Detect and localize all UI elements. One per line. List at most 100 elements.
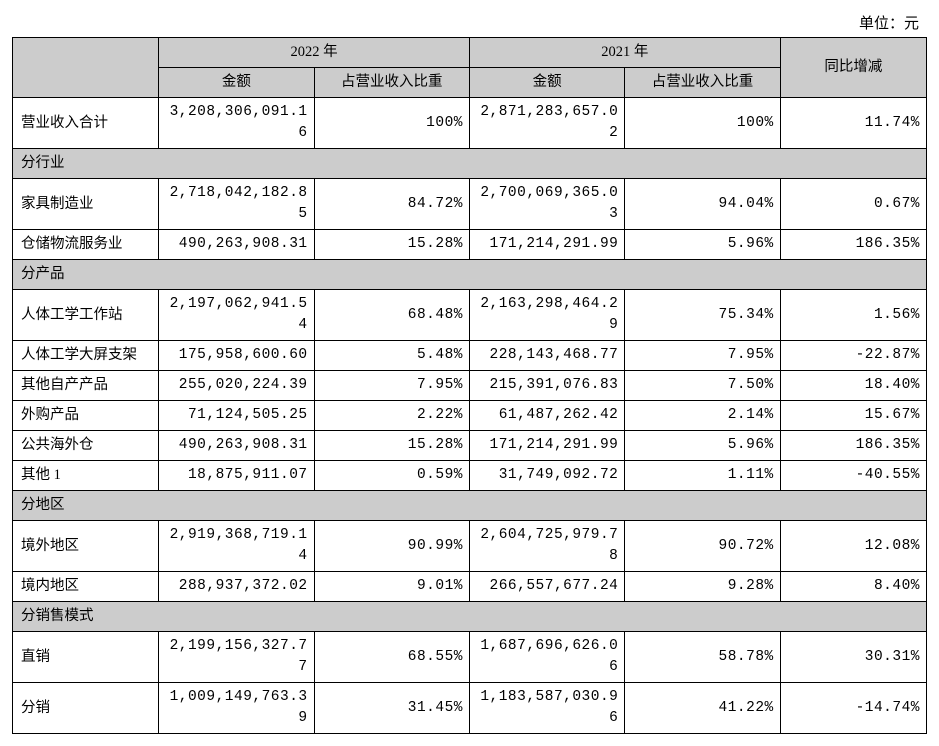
- section-header-row: 分销售模式: [13, 602, 927, 632]
- row-label: 境外地区: [13, 521, 159, 572]
- row-pct-2021: 58.78%: [625, 632, 780, 683]
- row-amt-2022: 18,875,911.07: [159, 461, 314, 491]
- table-row: 境内地区288,937,372.029.01%266,557,677.249.2…: [13, 572, 927, 602]
- header-yoy: 同比增减: [780, 38, 926, 98]
- row-amt-2021: 2,163,298,464.29: [469, 290, 624, 341]
- row-yoy: 186.35%: [780, 431, 926, 461]
- row-amt-2022: 1,009,149,763.39: [159, 683, 314, 734]
- row-amt-2021: 266,557,677.24: [469, 572, 624, 602]
- row-amt-2021: 228,143,468.77: [469, 341, 624, 371]
- row-pct-2022: 15.28%: [314, 431, 469, 461]
- row-pct-2021: 90.72%: [625, 521, 780, 572]
- row-label: 其他自产产品: [13, 371, 159, 401]
- row-pct-2021: 7.50%: [625, 371, 780, 401]
- header-year-2022: 2022 年: [159, 38, 470, 68]
- row-amt-2021: 171,214,291.99: [469, 431, 624, 461]
- row-yoy: 1.56%: [780, 290, 926, 341]
- section-title: 分行业: [13, 149, 927, 179]
- row-label: 公共海外仓: [13, 431, 159, 461]
- table-row: 人体工学大屏支架175,958,600.605.48%228,143,468.7…: [13, 341, 927, 371]
- row-amt-2021: 2,700,069,365.03: [469, 179, 624, 230]
- table-row: 分销1,009,149,763.3931.45%1,183,587,030.96…: [13, 683, 927, 734]
- totals-row: 营业收入合计 3,208,306,091.16 100% 2,871,283,6…: [13, 98, 927, 149]
- row-yoy: 12.08%: [780, 521, 926, 572]
- row-yoy: 30.31%: [780, 632, 926, 683]
- row-pct-2021: 41.22%: [625, 683, 780, 734]
- row-amt-2021: 31,749,092.72: [469, 461, 624, 491]
- row-amt-2021: 2,604,725,979.78: [469, 521, 624, 572]
- table-row: 仓储物流服务业490,263,908.3115.28%171,214,291.9…: [13, 230, 927, 260]
- row-pct-2022: 9.01%: [314, 572, 469, 602]
- header-amount-2022: 金额: [159, 68, 314, 98]
- row-pct-2022: 5.48%: [314, 341, 469, 371]
- table-row: 其他自产产品255,020,224.397.95%215,391,076.837…: [13, 371, 927, 401]
- row-amt-2022: 490,263,908.31: [159, 431, 314, 461]
- table-row: 直销2,199,156,327.7768.55%1,687,696,626.06…: [13, 632, 927, 683]
- table-body: 营业收入合计 3,208,306,091.16 100% 2,871,283,6…: [13, 98, 927, 734]
- section-header-row: 分行业: [13, 149, 927, 179]
- unit-label: 单位：元: [12, 12, 927, 33]
- row-amt-2021: 61,487,262.42: [469, 401, 624, 431]
- row-yoy: -14.74%: [780, 683, 926, 734]
- row-pct-2021: 94.04%: [625, 179, 780, 230]
- table-row: 境外地区2,919,368,719.1490.99%2,604,725,979.…: [13, 521, 927, 572]
- row-pct-2022: 31.45%: [314, 683, 469, 734]
- totals-pct-2022: 100%: [314, 98, 469, 149]
- row-pct-2021: 5.96%: [625, 431, 780, 461]
- row-amt-2022: 288,937,372.02: [159, 572, 314, 602]
- row-pct-2021: 75.34%: [625, 290, 780, 341]
- row-yoy: 0.67%: [780, 179, 926, 230]
- totals-pct-2021: 100%: [625, 98, 780, 149]
- row-pct-2021: 7.95%: [625, 341, 780, 371]
- row-amt-2022: 255,020,224.39: [159, 371, 314, 401]
- totals-yoy: 11.74%: [780, 98, 926, 149]
- row-label: 分销: [13, 683, 159, 734]
- table-row: 外购产品71,124,505.252.22%61,487,262.422.14%…: [13, 401, 927, 431]
- totals-amt-2022: 3,208,306,091.16: [159, 98, 314, 149]
- revenue-breakdown-table: 2022 年 2021 年 同比增减 金额 占营业收入比重 金额 占营业收入比重…: [12, 37, 927, 734]
- header-blank: [13, 38, 159, 98]
- row-label: 人体工学大屏支架: [13, 341, 159, 371]
- row-pct-2021: 9.28%: [625, 572, 780, 602]
- section-title: 分销售模式: [13, 602, 927, 632]
- section-title: 分产品: [13, 260, 927, 290]
- row-yoy: 15.67%: [780, 401, 926, 431]
- table-row: 公共海外仓490,263,908.3115.28%171,214,291.995…: [13, 431, 927, 461]
- totals-amt-2021: 2,871,283,657.02: [469, 98, 624, 149]
- row-amt-2021: 1,183,587,030.96: [469, 683, 624, 734]
- row-yoy: 186.35%: [780, 230, 926, 260]
- row-pct-2021: 5.96%: [625, 230, 780, 260]
- table-row: 人体工学工作站2,197,062,941.5468.48%2,163,298,4…: [13, 290, 927, 341]
- row-amt-2021: 1,687,696,626.06: [469, 632, 624, 683]
- row-amt-2022: 2,718,042,182.85: [159, 179, 314, 230]
- header-amount-2021: 金额: [469, 68, 624, 98]
- row-label: 仓储物流服务业: [13, 230, 159, 260]
- section-header-row: 分产品: [13, 260, 927, 290]
- header-pct-2021: 占营业收入比重: [625, 68, 780, 98]
- table-row: 其他 118,875,911.070.59%31,749,092.721.11%…: [13, 461, 927, 491]
- row-label: 外购产品: [13, 401, 159, 431]
- row-pct-2022: 68.55%: [314, 632, 469, 683]
- row-amt-2022: 490,263,908.31: [159, 230, 314, 260]
- row-amt-2021: 171,214,291.99: [469, 230, 624, 260]
- row-label: 直销: [13, 632, 159, 683]
- row-pct-2021: 1.11%: [625, 461, 780, 491]
- totals-label: 营业收入合计: [13, 98, 159, 149]
- row-label: 境内地区: [13, 572, 159, 602]
- row-pct-2022: 0.59%: [314, 461, 469, 491]
- row-pct-2022: 2.22%: [314, 401, 469, 431]
- section-title: 分地区: [13, 491, 927, 521]
- row-amt-2022: 175,958,600.60: [159, 341, 314, 371]
- row-pct-2022: 90.99%: [314, 521, 469, 572]
- section-header-row: 分地区: [13, 491, 927, 521]
- header-year-2021: 2021 年: [469, 38, 780, 68]
- table-row: 家具制造业2,718,042,182.8584.72%2,700,069,365…: [13, 179, 927, 230]
- row-label: 家具制造业: [13, 179, 159, 230]
- row-amt-2022: 2,199,156,327.77: [159, 632, 314, 683]
- row-amt-2022: 2,919,368,719.14: [159, 521, 314, 572]
- row-pct-2022: 68.48%: [314, 290, 469, 341]
- row-pct-2022: 84.72%: [314, 179, 469, 230]
- row-amt-2022: 2,197,062,941.54: [159, 290, 314, 341]
- row-pct-2022: 7.95%: [314, 371, 469, 401]
- row-amt-2022: 71,124,505.25: [159, 401, 314, 431]
